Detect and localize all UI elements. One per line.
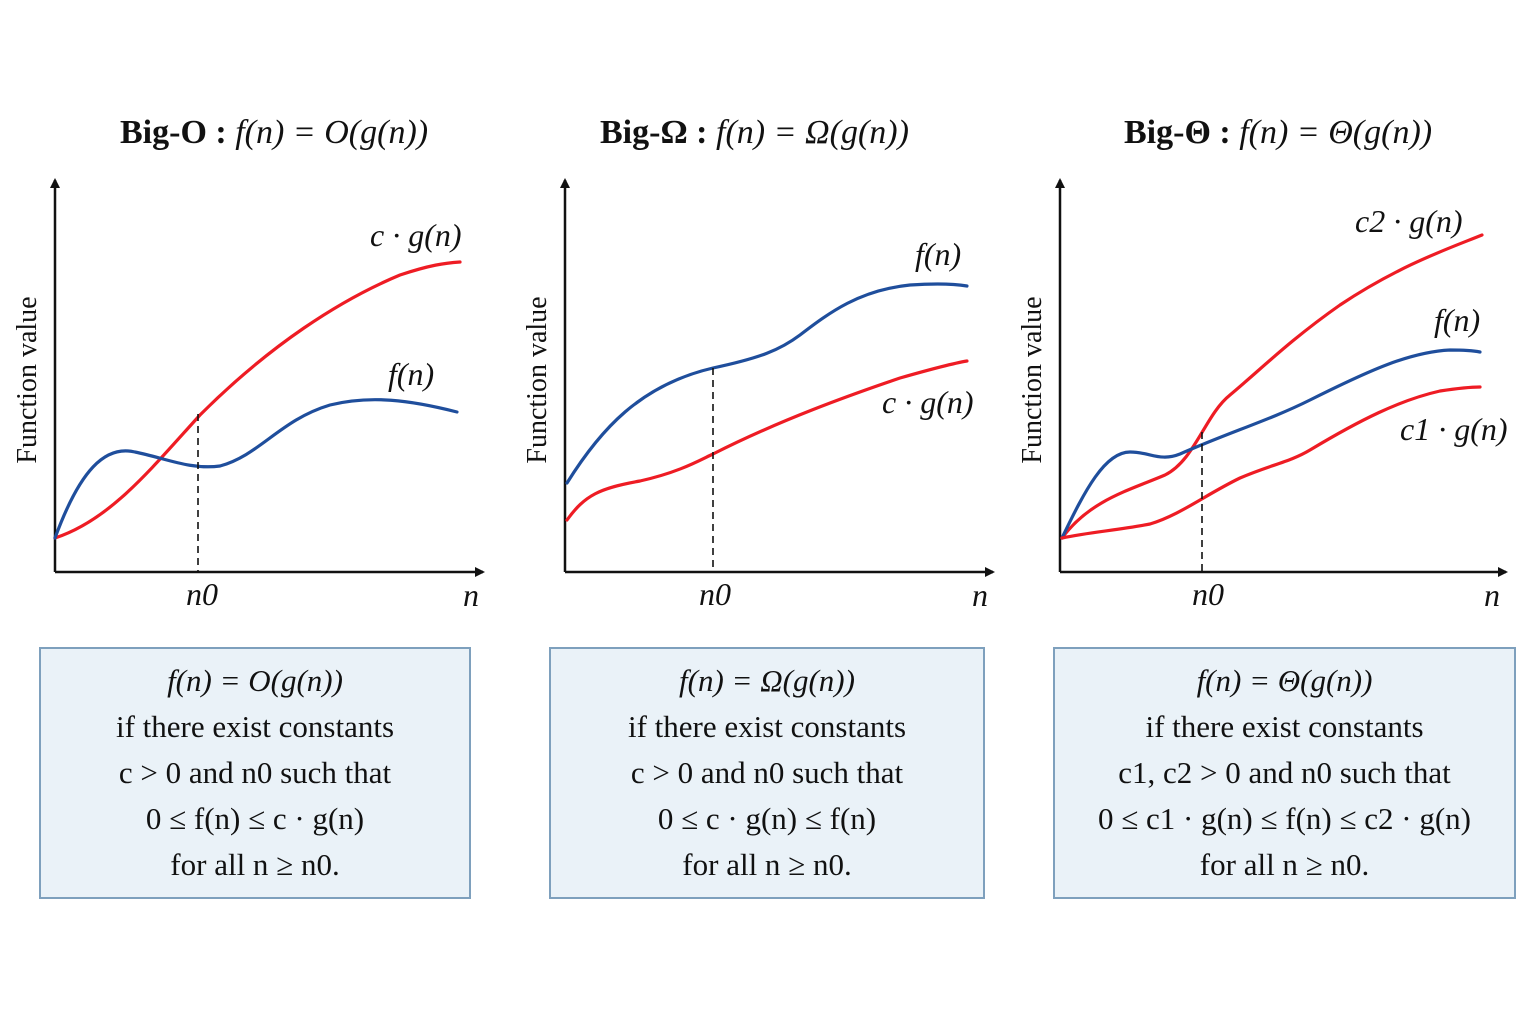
f-curve [565,282,969,485]
title-bold: Big-O : [120,114,227,151]
definition-line: if there exist constants [1145,709,1424,744]
definition-line: for all n ≥ n0. [682,847,852,882]
panel-title-big-o: Big-O : f(n) = O(g(n)) [120,108,428,158]
definition-line: c > 0 and n0 such that [118,755,392,790]
definition-formula: f(n) = Ω(g(n)) [679,663,855,698]
definition-formula: f(n) = O(g(n)) [167,663,343,698]
label-n0: n0 [699,576,731,612]
definition-line: for all n ≥ n0. [1199,847,1370,882]
label-n: n [972,577,988,613]
label-f: f(n) [915,236,961,272]
label-f: f(n) [388,356,434,392]
label-n: n [463,577,479,613]
label-c1-g: c1 · g(n) [1400,411,1508,447]
graph-big-theta: c2 · g(n) f(n) c1 · g(n) n0 n Function v… [1017,178,1508,613]
c-g-curve [565,359,969,522]
label-f: f(n) [1434,302,1480,338]
label-n0: n0 [186,576,218,612]
definition-formula: f(n) = Θ(g(n)) [1196,663,1373,698]
title-bold: Big-Ω : [600,114,708,151]
definition-inequality: 0 ≤ c · g(n) ≤ f(n) [657,801,877,836]
c-g-curve [53,260,462,540]
definition-line: c1, c2 > 0 and n0 such that [1118,755,1451,790]
title-bold: Big-Θ : [1124,114,1231,151]
f-curve [1060,348,1482,540]
definition-box-big-omega: f(n) = Ω(g(n)) if there exist constants … [549,647,985,899]
label-c2-g: c2 · g(n) [1355,203,1463,239]
label-c-g: c · g(n) [882,384,974,420]
title-formula: f(n) = Θ(g(n)) [1239,114,1433,151]
definition-line: if there exist constants [627,709,907,744]
label-n: n [1484,577,1500,613]
definition-line: c > 0 and n0 such that [630,755,904,790]
c2-g-curve [1060,233,1484,540]
definition-inequality: 0 ≤ f(n) ≤ c · g(n) [145,801,365,836]
definition-line: for all n ≥ n0. [170,847,340,882]
f-curve [53,398,459,540]
title-formula: f(n) = Ω(g(n)) [716,114,909,151]
graphs: c · g(n) f(n) n0 n Function value f(n) c… [12,178,1508,613]
y-axis-label: Function value [1017,296,1048,463]
definition-line: if there exist constants [115,709,395,744]
definition-box-big-theta: f(n) = Θ(g(n)) if there exist constants … [1053,647,1516,899]
graph-big-o: c · g(n) f(n) n0 n Function value [12,178,485,613]
definition-box-big-o: f(n) = O(g(n)) if there exist constants … [39,647,471,899]
y-axis-label: Function value [522,296,553,463]
y-axis-label: Function value [12,296,43,463]
title-formula: f(n) = O(g(n)) [235,114,429,151]
panel-title-big-omega: Big-Ω : f(n) = Ω(g(n)) [600,108,909,158]
c1-g-curve [1060,385,1482,540]
graph-big-omega: f(n) c · g(n) n0 n Function value [522,178,995,613]
label-c-g: c · g(n) [370,217,462,253]
label-n0: n0 [1192,576,1224,612]
panel-title-big-theta: Big-Θ : f(n) = Θ(g(n)) [1124,108,1432,158]
definition-inequality: 0 ≤ c1 · g(n) ≤ f(n) ≤ c2 · g(n) [1098,801,1471,836]
